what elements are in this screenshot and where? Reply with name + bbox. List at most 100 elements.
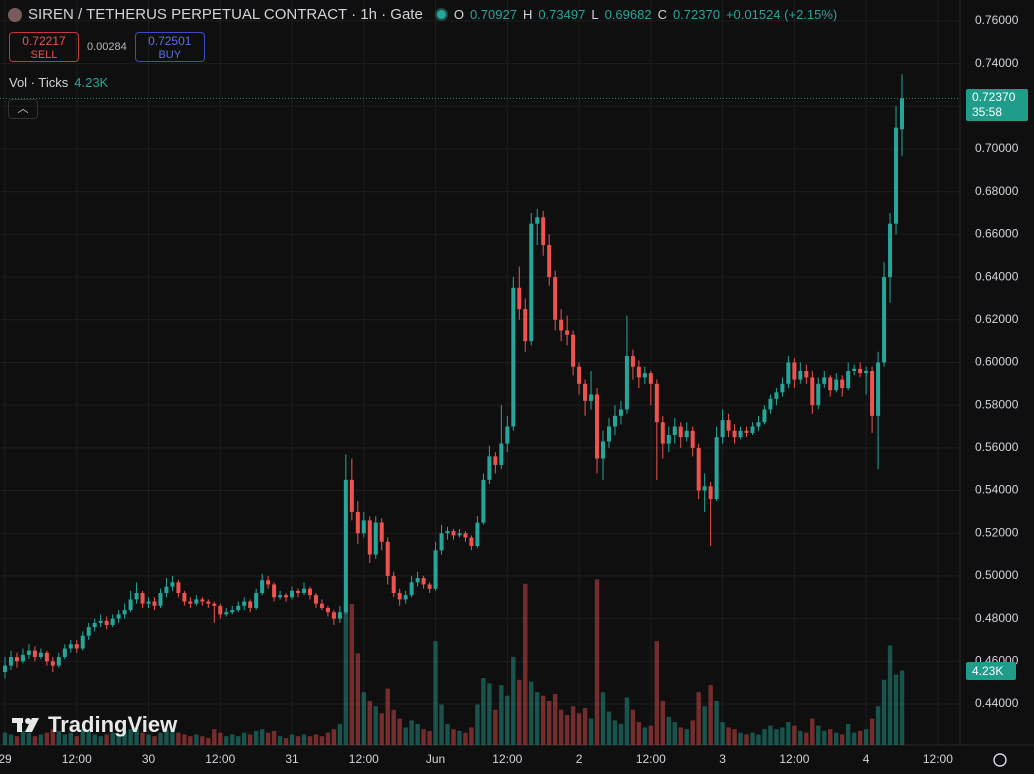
volume-bar — [44, 732, 50, 745]
y-tick-label: 0.54000 — [975, 483, 1019, 497]
volume-bar — [666, 716, 671, 745]
volume-bar — [648, 725, 654, 745]
buy-label: BUY — [158, 49, 182, 61]
candle-body — [427, 584, 432, 589]
candle-body — [684, 430, 689, 438]
candle-body — [774, 392, 779, 399]
candle-body — [517, 287, 522, 310]
candle-body — [601, 441, 605, 459]
candle-body — [858, 368, 863, 374]
candle-body — [313, 595, 318, 604]
buy-button[interactable]: 0.72501 BUY — [134, 32, 205, 62]
candle-body — [475, 522, 480, 547]
volume-bar — [32, 736, 38, 745]
c-value: 0.72370 — [672, 7, 720, 22]
candle-body — [415, 578, 420, 583]
candle-body — [32, 650, 37, 658]
volume-bar — [475, 704, 480, 745]
volume-legend: Vol · Ticks 4.23K — [9, 75, 108, 90]
buy-price: 0.72501 — [148, 34, 192, 48]
candle-body — [224, 612, 229, 615]
candle-body — [654, 383, 659, 423]
y-tick-label: 0.66000 — [975, 227, 1019, 241]
volume-bar — [576, 713, 582, 745]
collapse-button[interactable]: ︿ — [8, 99, 38, 119]
sell-price: 0.72217 — [22, 34, 66, 48]
volume-bar — [373, 706, 378, 745]
candle-body — [499, 443, 504, 465]
candle-body — [373, 522, 378, 555]
x-tick-label: Jun — [426, 752, 445, 766]
candle-body — [612, 415, 617, 427]
volume-bar — [499, 685, 504, 745]
candle-body — [690, 430, 695, 448]
candle-body — [421, 578, 426, 585]
y-tick-label: 0.62000 — [975, 312, 1019, 326]
candle-body — [266, 580, 271, 585]
market-status[interactable] — [434, 8, 448, 21]
candle-body — [278, 595, 283, 598]
volume-bar — [810, 718, 815, 745]
candle-body — [200, 599, 205, 602]
candle-body — [343, 479, 348, 613]
candle-body — [750, 426, 755, 433]
candle-body — [642, 373, 647, 378]
candle-body — [457, 533, 462, 536]
volume-bar — [535, 692, 540, 745]
volume-bar — [176, 732, 181, 745]
x-tick-label: 4 — [863, 752, 870, 766]
volume-bar — [439, 704, 444, 745]
x-tick-label: 3 — [719, 752, 726, 766]
settings-icon[interactable] — [993, 753, 1007, 767]
candle-body — [128, 599, 133, 611]
volume-bar — [505, 695, 510, 745]
volume-bar — [618, 723, 624, 745]
sell-button[interactable]: 0.72217 SELL — [9, 32, 79, 62]
volume-bar — [379, 713, 384, 745]
volume-bar — [756, 734, 761, 745]
volume-bar — [283, 737, 289, 745]
candle-body — [3, 665, 7, 672]
volume-bar — [2, 732, 8, 745]
candle-body — [834, 379, 839, 391]
volume-bar — [660, 700, 665, 745]
volume-bar — [319, 736, 325, 745]
candle-body — [379, 522, 384, 542]
candle-body — [68, 644, 73, 649]
candle-body — [248, 601, 253, 608]
volume-bar — [529, 681, 534, 745]
candle-body — [678, 426, 683, 438]
volume-bar — [134, 727, 139, 745]
candle-body — [164, 586, 169, 594]
x-tick-label: 12:00 — [205, 752, 235, 766]
candle-body — [481, 479, 486, 523]
volume-bar — [744, 734, 749, 745]
countdown: 35:58 — [972, 105, 1003, 120]
candle-body — [589, 394, 594, 401]
candle-body — [260, 580, 265, 594]
y-tick-label: 0.48000 — [975, 611, 1019, 625]
candle-body — [194, 599, 199, 604]
volume-bar — [726, 727, 731, 745]
candle-body — [254, 593, 259, 608]
candle-body — [218, 605, 223, 615]
candle-body — [20, 654, 25, 662]
candle-body — [606, 426, 611, 442]
candle-body — [511, 287, 516, 427]
h-value: 0.73497 — [538, 7, 586, 22]
volume-bar — [857, 730, 863, 745]
volume-bar — [98, 736, 103, 745]
volume-bar — [242, 732, 247, 745]
volume-bar — [194, 734, 199, 745]
volume-bar — [56, 730, 62, 745]
volume-title: Vol · Ticks — [9, 75, 69, 90]
volume-bar — [236, 736, 241, 745]
candle-body — [636, 366, 641, 378]
volume-bar — [558, 709, 564, 745]
candle-body — [505, 426, 510, 444]
candle-body — [122, 610, 127, 615]
volume-bar — [493, 709, 498, 745]
y-tick-label: 0.74000 — [975, 56, 1019, 70]
volume-bar — [74, 736, 79, 745]
